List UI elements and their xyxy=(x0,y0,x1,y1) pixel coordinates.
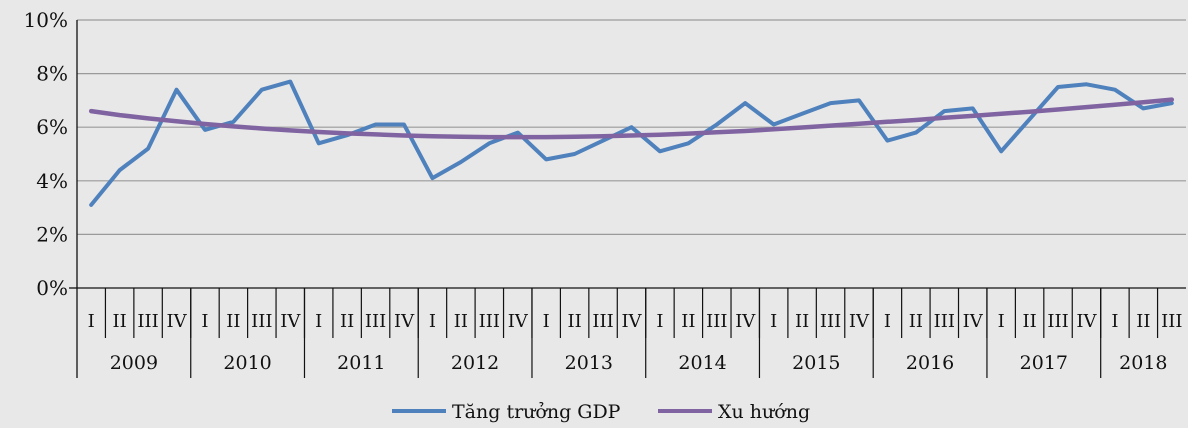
quarter-label: III xyxy=(820,311,841,332)
quarter-label: IV xyxy=(849,311,870,332)
quarter-label: IV xyxy=(1076,311,1097,332)
year-label: 2010 xyxy=(223,352,271,374)
year-label: 2011 xyxy=(337,352,385,374)
quarter-label: II xyxy=(681,311,695,332)
legend-label-trend: Xu hướng xyxy=(718,401,810,423)
y-tick-label: 8% xyxy=(36,62,68,86)
quarter-label: II xyxy=(568,311,582,332)
quarter-label: I xyxy=(884,311,891,332)
quarter-label: III xyxy=(592,311,613,332)
series-line-trend xyxy=(88,97,1175,140)
quarter-label: II xyxy=(340,311,354,332)
quarter-label: IV xyxy=(735,311,756,332)
quarter-label: I xyxy=(88,311,95,332)
legend-label-gdp: Tăng trưởng GDP xyxy=(452,401,621,423)
quarter-label: IV xyxy=(508,311,529,332)
year-label: 2016 xyxy=(906,352,954,374)
series-lines xyxy=(88,79,1175,207)
quarter-label: III xyxy=(934,311,955,332)
quarter-label: II xyxy=(1022,311,1036,332)
quarter-label: IV xyxy=(963,311,984,332)
quarter-label: I xyxy=(543,311,550,332)
quarter-label: II xyxy=(795,311,809,332)
x-axis: I II III IV I II III IV I II III IV I II III IV I II III IV… xyxy=(88,288,1182,378)
y-tick-label: 6% xyxy=(36,115,68,139)
y-axis: 0% 2% 4% 6% 8% 10% xyxy=(24,8,1186,378)
quarter-label: I xyxy=(315,311,322,332)
year-label: 2012 xyxy=(451,352,499,374)
quarter-label: II xyxy=(226,311,240,332)
quarter-label: I xyxy=(201,311,208,332)
quarter-label: I xyxy=(1111,311,1118,332)
year-label: 2015 xyxy=(792,352,840,374)
year-label: 2017 xyxy=(1020,352,1068,374)
y-tick-label: 10% xyxy=(24,8,68,32)
quarter-label: II xyxy=(1136,311,1150,332)
quarter-label: I xyxy=(656,311,663,332)
quarter-label: IV xyxy=(280,311,301,332)
quarter-label: IV xyxy=(166,311,187,332)
series-line-gdp xyxy=(89,79,1174,207)
y-tick-label: 2% xyxy=(36,222,68,246)
quarter-label: III xyxy=(251,311,272,332)
quarter-label: IV xyxy=(621,311,642,332)
quarter-label: II xyxy=(454,311,468,332)
year-label: 2018 xyxy=(1119,352,1167,374)
year-label: 2014 xyxy=(678,352,726,374)
quarter-label: II xyxy=(113,311,127,332)
quarter-label: III xyxy=(137,311,158,332)
year-label: 2013 xyxy=(565,352,613,374)
quarter-label: I xyxy=(998,311,1005,332)
y-tick-label: 4% xyxy=(36,169,68,193)
quarter-label: I xyxy=(770,311,777,332)
quarter-label: II xyxy=(909,311,923,332)
quarter-label: IV xyxy=(394,311,415,332)
year-label: 2009 xyxy=(110,352,158,374)
quarter-label: III xyxy=(365,311,386,332)
quarter-label: III xyxy=(1047,311,1068,332)
quarter-label: III xyxy=(1161,311,1182,332)
quarter-label: I xyxy=(429,311,436,332)
quarter-label: III xyxy=(479,311,500,332)
legend: Tăng trưởng GDP Xu hướng xyxy=(392,401,810,423)
y-tick-label: 0% xyxy=(36,276,68,300)
quarter-label: III xyxy=(706,311,727,332)
